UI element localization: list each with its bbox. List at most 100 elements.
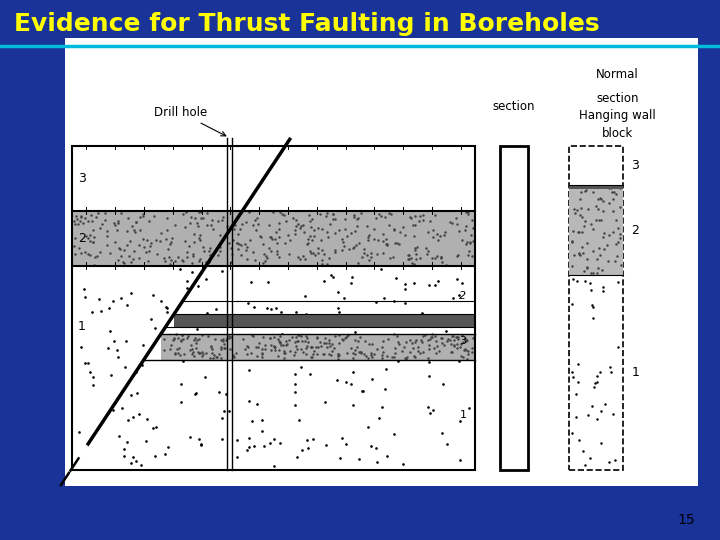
Point bbox=[349, 335, 361, 344]
Point bbox=[300, 309, 312, 318]
Point bbox=[588, 383, 600, 391]
Point bbox=[256, 349, 268, 358]
Point bbox=[362, 423, 374, 431]
Point bbox=[448, 335, 459, 344]
Point bbox=[440, 260, 451, 269]
Point bbox=[279, 353, 290, 362]
Point bbox=[148, 423, 159, 432]
Point bbox=[581, 254, 593, 263]
Bar bbox=[72, 146, 475, 470]
Point bbox=[386, 353, 397, 362]
Point bbox=[422, 336, 433, 345]
Point bbox=[293, 253, 305, 261]
Point bbox=[312, 244, 324, 252]
Point bbox=[74, 217, 86, 225]
Point bbox=[572, 205, 583, 214]
Point bbox=[322, 208, 333, 217]
Point bbox=[264, 333, 275, 342]
Point bbox=[611, 252, 623, 261]
Point bbox=[235, 240, 247, 249]
Point bbox=[580, 217, 591, 225]
Point bbox=[614, 184, 626, 193]
Point bbox=[279, 348, 290, 357]
Point bbox=[351, 221, 363, 230]
Point bbox=[292, 337, 304, 346]
Point bbox=[230, 349, 242, 357]
Point bbox=[572, 359, 584, 368]
Point bbox=[195, 214, 207, 222]
Point bbox=[402, 251, 414, 260]
Point bbox=[76, 248, 87, 257]
Point bbox=[217, 414, 228, 422]
Point bbox=[112, 226, 123, 235]
Point bbox=[302, 342, 313, 350]
Point bbox=[176, 336, 187, 345]
Point bbox=[569, 208, 580, 217]
Point bbox=[418, 348, 429, 356]
Point bbox=[462, 347, 474, 355]
Point bbox=[300, 350, 312, 359]
Point bbox=[278, 211, 289, 219]
Point bbox=[241, 242, 253, 251]
Point bbox=[274, 208, 286, 217]
Point bbox=[591, 372, 603, 381]
Point bbox=[321, 260, 333, 269]
Point bbox=[125, 390, 137, 399]
Point bbox=[268, 342, 279, 350]
Point bbox=[274, 336, 285, 345]
Point bbox=[91, 252, 102, 260]
Point bbox=[593, 195, 604, 204]
Text: 2: 2 bbox=[459, 291, 467, 301]
Point bbox=[202, 208, 213, 217]
Point bbox=[308, 226, 320, 234]
Point bbox=[261, 304, 272, 313]
Point bbox=[317, 225, 328, 233]
Point bbox=[433, 347, 445, 356]
Point bbox=[422, 249, 433, 258]
Point bbox=[436, 253, 447, 261]
Point bbox=[204, 342, 216, 351]
Point bbox=[574, 210, 585, 219]
Point bbox=[567, 300, 578, 308]
Point bbox=[79, 247, 91, 256]
Point bbox=[179, 237, 191, 246]
Point bbox=[220, 336, 232, 345]
Point bbox=[347, 354, 359, 362]
Point bbox=[611, 190, 622, 198]
Point bbox=[88, 373, 99, 381]
Point bbox=[573, 248, 585, 257]
Point bbox=[264, 334, 276, 343]
Text: block: block bbox=[602, 127, 633, 140]
Point bbox=[194, 231, 206, 240]
Point bbox=[603, 198, 614, 207]
Point bbox=[422, 354, 433, 362]
Text: 1: 1 bbox=[631, 366, 639, 379]
Point bbox=[189, 334, 200, 342]
Point bbox=[256, 416, 267, 424]
Point bbox=[214, 247, 225, 255]
Point bbox=[333, 339, 345, 348]
Point bbox=[336, 246, 348, 254]
Point bbox=[315, 342, 326, 350]
Point bbox=[302, 240, 313, 248]
Point bbox=[579, 277, 590, 286]
Point bbox=[462, 251, 473, 260]
Point bbox=[181, 247, 193, 256]
Point bbox=[370, 214, 382, 222]
Point bbox=[598, 286, 609, 295]
Point bbox=[410, 255, 422, 264]
Point bbox=[336, 235, 348, 244]
Point bbox=[458, 346, 469, 355]
Point bbox=[566, 237, 577, 246]
Point bbox=[228, 338, 239, 346]
Point bbox=[207, 215, 218, 224]
Point bbox=[444, 335, 456, 344]
Text: Drill hole: Drill hole bbox=[154, 106, 226, 136]
Point bbox=[343, 245, 354, 253]
Point bbox=[212, 251, 224, 259]
Point bbox=[247, 220, 258, 229]
Point bbox=[280, 337, 292, 346]
Point bbox=[333, 350, 344, 359]
Point bbox=[416, 308, 428, 317]
Point bbox=[376, 354, 387, 363]
